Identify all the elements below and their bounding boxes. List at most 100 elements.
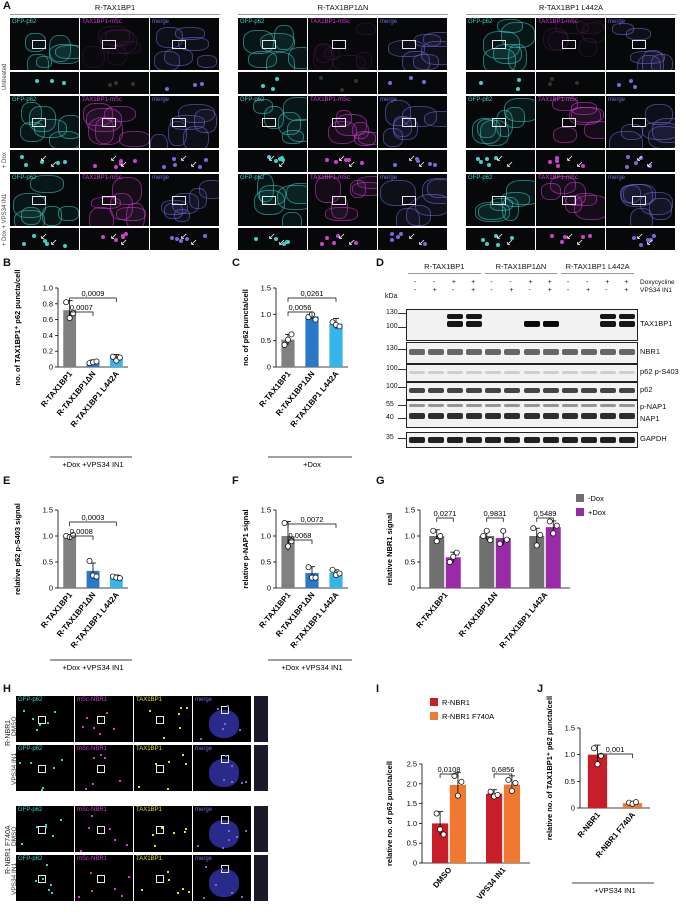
blot-band (523, 349, 540, 355)
micrograph: merge (378, 174, 447, 226)
data-point (480, 533, 487, 539)
puncta-dot (124, 232, 129, 237)
data-point (533, 542, 540, 549)
data-point (500, 527, 507, 534)
data-point (433, 538, 440, 545)
puncta-dot (177, 891, 180, 894)
arrow-icon: ↙ (566, 231, 574, 241)
arrow-icon: ↙ (506, 237, 514, 247)
puncta-dot (581, 163, 586, 168)
arrow-icon: ↙ (506, 159, 514, 169)
puncta-dot (113, 838, 116, 841)
mw-marker: 55 (386, 401, 394, 408)
blot-band (504, 437, 521, 443)
y-tick-label: 1.5 (405, 506, 415, 515)
significance-bracket (69, 311, 94, 316)
dox-sign: + (451, 279, 456, 286)
puncta-dot (476, 156, 481, 161)
puncta-dot (40, 788, 43, 791)
channel-label: merge (380, 97, 398, 103)
blot-band (485, 388, 502, 393)
zoom-inset (466, 72, 535, 94)
p-value: 0,9831 (484, 509, 507, 518)
blot-band (408, 437, 425, 443)
p-value: 0,0261 (301, 289, 324, 298)
blot-band (619, 321, 636, 327)
puncta-dot (133, 159, 138, 164)
blot-band (408, 349, 425, 355)
puncta-dot (238, 728, 241, 731)
blot-band (619, 404, 636, 407)
puncta-dot (105, 712, 108, 715)
puncta-dot (39, 724, 42, 727)
blot-band (466, 388, 483, 393)
inset-box (262, 196, 276, 205)
vps-sign: + (586, 287, 591, 294)
puncta-dot (244, 780, 247, 783)
inset-box (402, 40, 416, 49)
cell-shape (168, 121, 188, 147)
significance-bracket (436, 517, 454, 522)
inset-box (632, 118, 646, 127)
y-tick-label: 0.5 (565, 777, 575, 786)
puncta-dot (496, 242, 501, 247)
treatment-label: +Dox +VPS34 IN1 (62, 663, 123, 672)
y-tick-label: 0.8 (43, 299, 53, 308)
puncta-dot (555, 156, 560, 161)
bar (445, 557, 461, 588)
puncta-dot (222, 847, 225, 850)
blot-3 (406, 382, 638, 400)
cell-shape (119, 130, 149, 147)
cell-shape (551, 97, 579, 112)
data-point (288, 331, 295, 338)
puncta-dot (179, 707, 182, 710)
data-point (437, 826, 444, 833)
micrograph: merge (378, 96, 447, 148)
channel-label: GFP-p62 (12, 175, 37, 181)
puncta-dot (120, 894, 123, 897)
puncta-dot (631, 236, 636, 241)
channel-label: merge (380, 175, 398, 181)
blot-band (427, 349, 444, 355)
significance-bracket (536, 517, 554, 522)
data-point (503, 536, 510, 543)
arrow-icon: ↙ (576, 159, 584, 169)
y-tick-label: 0.5 (43, 558, 53, 567)
puncta-dot (167, 878, 170, 881)
puncta-dot (574, 81, 579, 86)
p-value: 0,0008 (70, 527, 93, 536)
cell-shape (406, 205, 432, 226)
arrow-icon: ↙ (40, 153, 48, 163)
blot-band (485, 413, 502, 419)
puncta-dot (39, 160, 44, 165)
data-point (430, 527, 437, 534)
arrow-icon: ↙ (120, 159, 128, 169)
inset-box (102, 118, 116, 127)
blot-band (523, 388, 540, 393)
puncta-dot (639, 242, 644, 247)
cell-shape (150, 133, 168, 148)
channel-label: GFP-p62 (18, 807, 43, 813)
zoom-inset: ↙ ↙ (150, 228, 219, 250)
bar (485, 793, 503, 863)
puncta-dot (634, 160, 639, 165)
puncta-dot (196, 844, 199, 847)
significance-bracket (287, 297, 337, 302)
puncta-dot (91, 783, 94, 786)
data-point (433, 810, 440, 817)
p-value: 0,0271 (434, 509, 457, 518)
blot-band (581, 437, 598, 443)
puncta-dot (203, 234, 208, 239)
puncta-dot (79, 849, 82, 852)
cell-shape (252, 99, 274, 114)
cell-shape (49, 35, 72, 63)
puncta-dot (273, 158, 278, 163)
puncta-dot (395, 235, 400, 240)
blot-band (427, 404, 444, 407)
channel-label: TAX1BP1 (136, 856, 162, 862)
data-point (312, 316, 319, 323)
y-axis-label: relative p-NAP1 signal (241, 509, 250, 588)
cell-shape (287, 118, 307, 143)
puncta-dot (113, 728, 116, 731)
channel-label: mSc-NBR1 (77, 697, 108, 703)
